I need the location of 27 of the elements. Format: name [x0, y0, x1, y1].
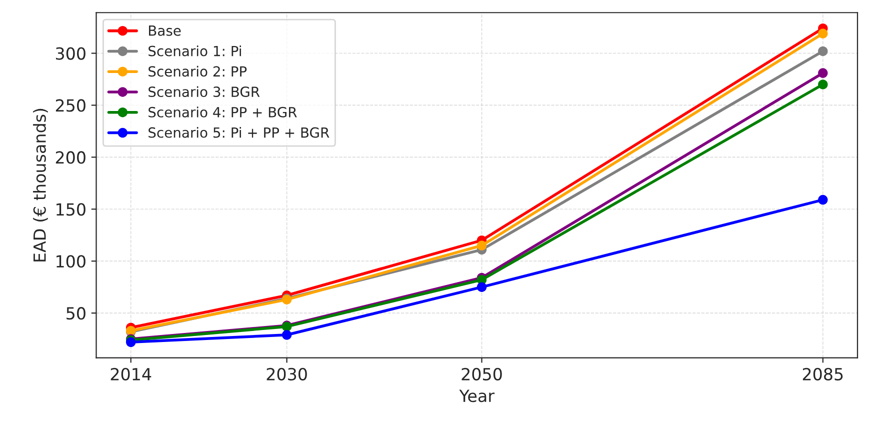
point [818, 68, 828, 78]
x-tick-label: 2085 [802, 368, 843, 380]
point [818, 80, 828, 90]
x-axis-title: Year [459, 390, 495, 402]
x-tick-label: 2030 [266, 368, 307, 380]
point [818, 46, 828, 56]
y-tick-label: 100 [56, 255, 86, 268]
y-tick-label: 200 [56, 151, 86, 164]
point [476, 282, 487, 292]
legend-label: Scenario 1: Pi [148, 46, 241, 56]
y-tick-label: 250 [56, 99, 86, 112]
point [476, 240, 487, 250]
point [818, 28, 828, 38]
point [818, 194, 828, 205]
point [282, 330, 292, 340]
point [126, 337, 136, 348]
legend-label: Scenario 5: Pi + PP + BGR [148, 127, 330, 138]
x-tick-label: 2014 [110, 368, 152, 380]
y-tick-label: 300 [56, 47, 86, 60]
y-tick-label: 50 [66, 307, 86, 320]
legend-label: Scenario 2: PP [148, 66, 247, 77]
x-tick-label: 2050 [462, 368, 502, 380]
legend-label: Scenario 3: BGR [148, 86, 260, 98]
y-axis-title: EAD (€ thousands) [33, 108, 48, 262]
legend-label: Base [149, 26, 181, 36]
legend-label: Scenario 4: PP + BGR [148, 106, 297, 118]
y-tick-label: 150 [56, 203, 86, 216]
